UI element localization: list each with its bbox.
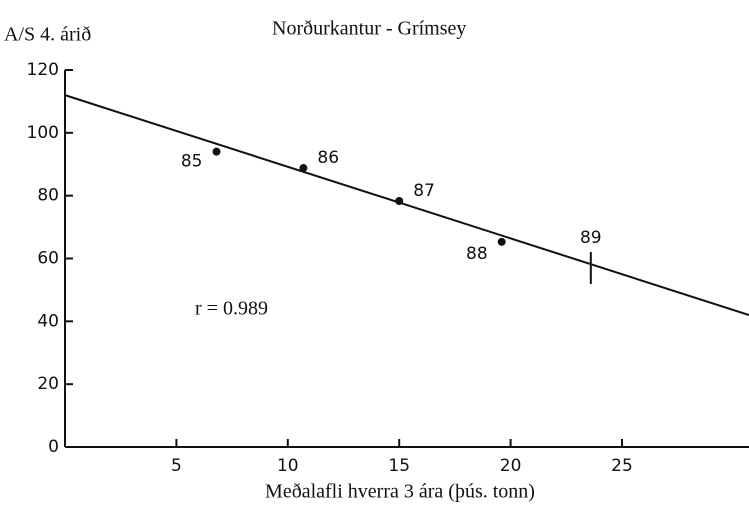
prediction-label: 89 [580, 228, 602, 248]
annotation: r = 0.989 [195, 298, 268, 320]
point [395, 197, 404, 206]
y-tick-label: 0 [48, 437, 59, 457]
chart-title: Norðurkantur - Grímsey [272, 18, 466, 40]
point [212, 147, 221, 156]
point-label: 86 [317, 148, 339, 168]
y-tick-label: 100 [27, 123, 59, 143]
y-axis-label: A/S 4. árið [4, 24, 91, 46]
point-label: 88 [466, 244, 488, 264]
x-axis-label: Meðalafli hverra 3 ára (þús. tonn) [265, 481, 535, 503]
x-tick-label: 25 [611, 456, 633, 476]
y-tick-label: 120 [27, 60, 59, 80]
point [299, 164, 308, 173]
y-tick-label: 20 [37, 374, 59, 394]
y-tick-label: 40 [37, 311, 59, 331]
x-tick-label: 10 [277, 456, 299, 476]
point-label: 85 [181, 152, 203, 172]
x-tick-label: 15 [388, 456, 410, 476]
point-label: 87 [413, 181, 435, 201]
y-tick-label: 80 [37, 186, 59, 206]
fit-line [64, 94, 749, 317]
point [497, 237, 506, 246]
x-tick-label: 20 [500, 456, 522, 476]
y-tick-label: 60 [37, 249, 59, 269]
x-tick-label: 5 [171, 456, 182, 476]
